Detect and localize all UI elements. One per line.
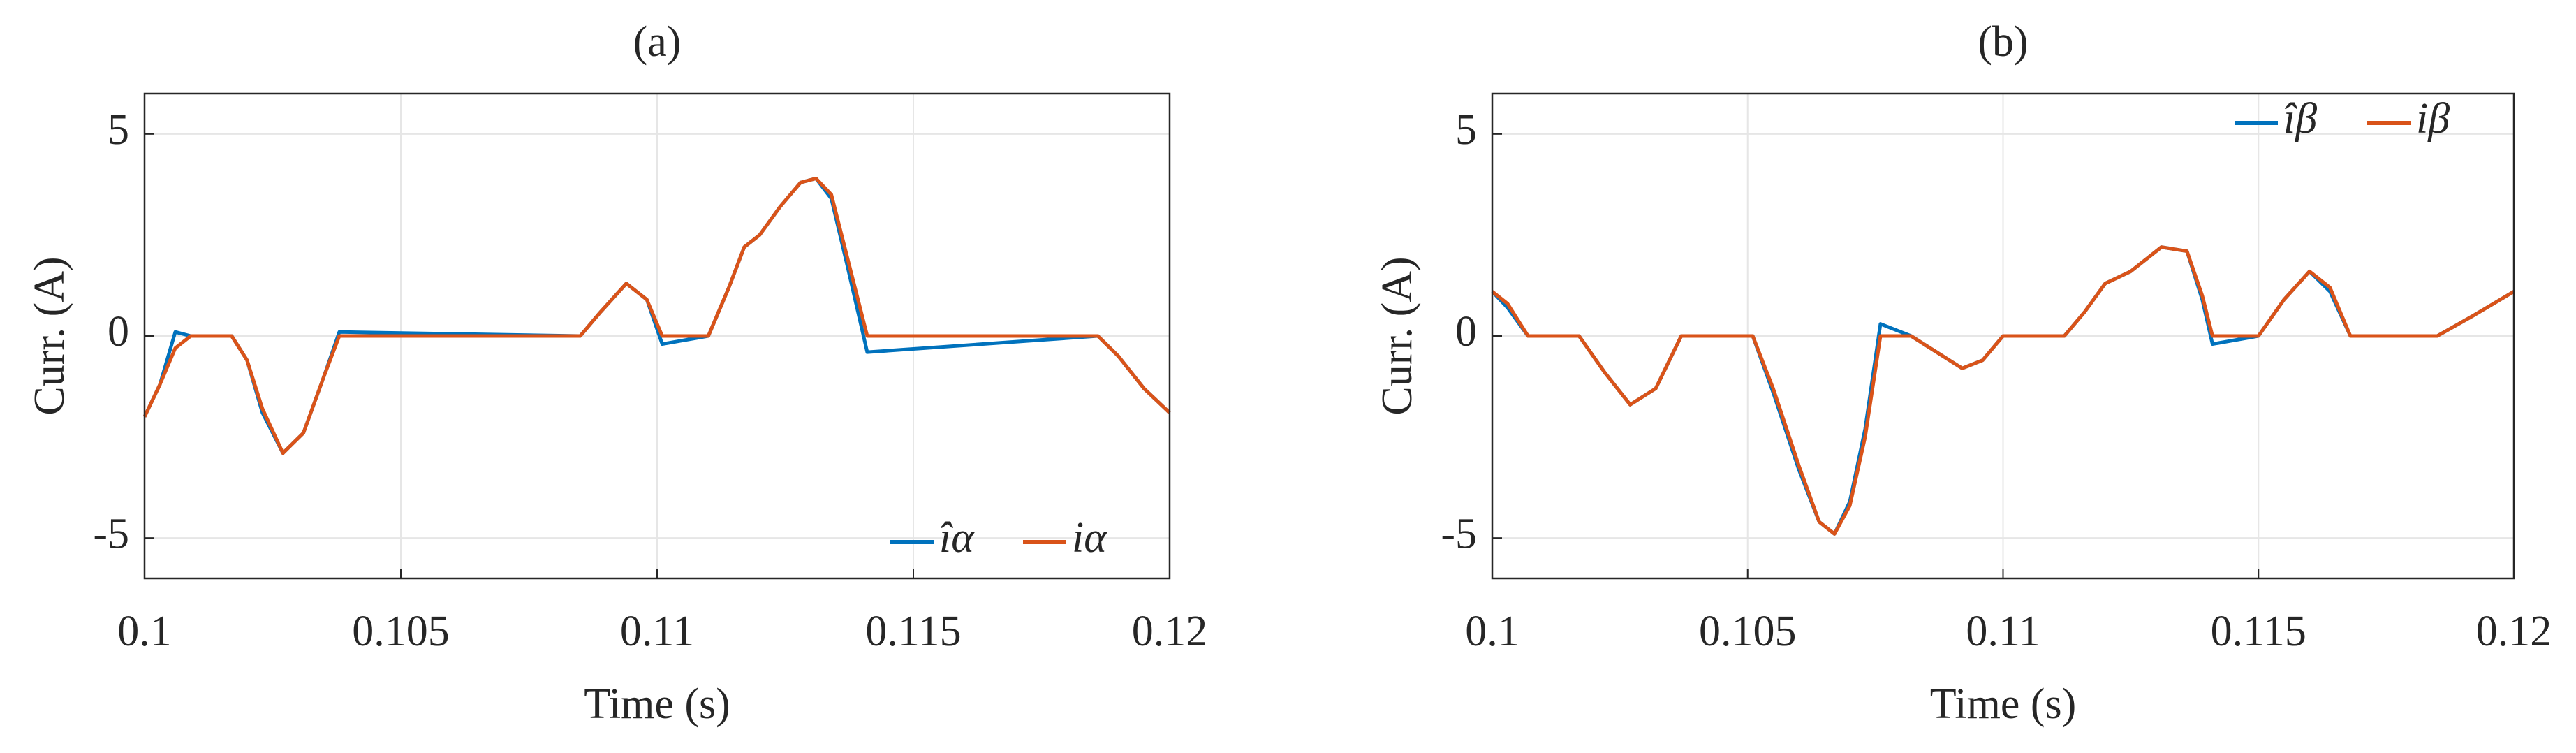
legend-label: iβ [2416, 95, 2450, 142]
y-tick-label: -5 [93, 510, 129, 557]
x-tick-label: 0.11 [620, 608, 694, 655]
x-tick-label: 0.105 [352, 608, 450, 655]
chart-title: (a) [633, 18, 682, 66]
x-tick-label: 0.12 [2476, 608, 2552, 655]
y-axis-label: Curr. (A) [1374, 256, 1421, 415]
y-axis-label: Curr. (A) [26, 256, 73, 415]
y-tick-label: -5 [1441, 510, 1477, 557]
x-axis-label: Time (s) [584, 680, 730, 728]
x-tick-label: 0.1 [117, 608, 172, 655]
axes-box [143, 92, 1171, 580]
data-line [142, 176, 1171, 455]
x-tick-label: 0.11 [1966, 608, 2040, 655]
x-tick-label: 0.105 [1699, 608, 1797, 655]
y-tick-label: 5 [1455, 106, 1477, 154]
axes-box [1491, 92, 2515, 580]
chart-title: (b) [1978, 18, 2028, 66]
x-axis-label: Time (s) [1930, 680, 2077, 728]
y-tick-label: 5 [108, 106, 129, 154]
legend-label: îβ [2283, 95, 2317, 142]
legend-label: îα [939, 514, 975, 562]
x-tick-label: 0.115 [2211, 608, 2306, 655]
y-tick-label: 0 [108, 308, 129, 356]
legend-label: iα [1072, 514, 1107, 562]
x-tick-label: 0.115 [865, 608, 961, 655]
data-line [1491, 245, 2515, 536]
x-tick-label: 0.1 [1465, 608, 1519, 655]
y-tick-label: 0 [1455, 308, 1477, 356]
x-tick-label: 0.12 [1132, 608, 1208, 655]
